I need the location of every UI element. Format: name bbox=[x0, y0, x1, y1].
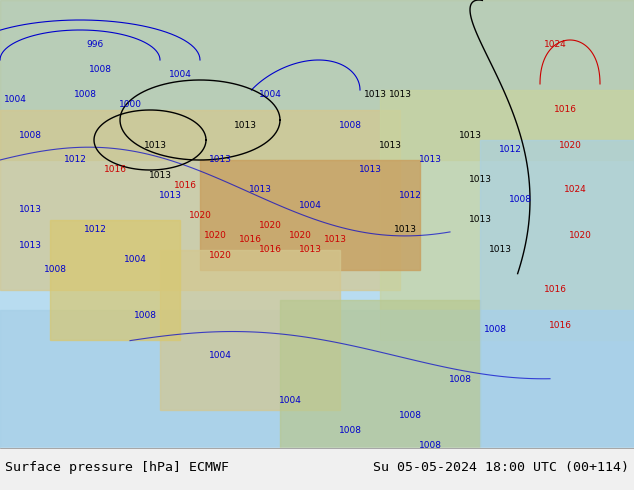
Text: 1008: 1008 bbox=[339, 121, 361, 129]
Text: 1013: 1013 bbox=[363, 91, 387, 99]
Text: 1016: 1016 bbox=[543, 286, 567, 294]
Text: 1016: 1016 bbox=[174, 180, 197, 190]
Bar bbox=[160, 250, 340, 410]
Text: 1000: 1000 bbox=[119, 100, 141, 109]
Text: 1024: 1024 bbox=[543, 41, 566, 49]
Text: 1012: 1012 bbox=[84, 225, 107, 235]
Text: 1020: 1020 bbox=[204, 230, 226, 240]
Text: 1020: 1020 bbox=[259, 220, 281, 229]
Text: 1008: 1008 bbox=[484, 325, 507, 335]
Text: 1008: 1008 bbox=[418, 441, 441, 449]
Text: 1013: 1013 bbox=[394, 225, 417, 235]
Text: 1020: 1020 bbox=[288, 230, 311, 240]
Text: 1016: 1016 bbox=[103, 166, 127, 174]
Text: 1013: 1013 bbox=[233, 121, 257, 129]
Text: 1013: 1013 bbox=[378, 141, 401, 149]
Text: 1013: 1013 bbox=[143, 141, 167, 149]
Bar bbox=[0, 110, 400, 290]
Text: 1020: 1020 bbox=[188, 211, 211, 220]
Text: 1008: 1008 bbox=[448, 375, 472, 385]
Text: 1013: 1013 bbox=[458, 130, 481, 140]
Text: Su 05-05-2024 18:00 UTC (00+114): Su 05-05-2024 18:00 UTC (00+114) bbox=[373, 462, 629, 474]
Bar bbox=[280, 300, 480, 450]
Text: 1013: 1013 bbox=[18, 241, 41, 249]
Bar bbox=[0, 310, 634, 490]
Text: 1020: 1020 bbox=[209, 250, 231, 260]
Text: 1013: 1013 bbox=[209, 155, 231, 165]
Text: 1016: 1016 bbox=[553, 105, 576, 115]
Text: 1012: 1012 bbox=[399, 191, 422, 199]
Text: 1004: 1004 bbox=[124, 255, 146, 265]
Bar bbox=[50, 220, 180, 340]
Bar bbox=[380, 90, 634, 340]
Text: 1013: 1013 bbox=[389, 91, 411, 99]
Text: 1013: 1013 bbox=[469, 216, 491, 224]
Text: 1024: 1024 bbox=[564, 186, 586, 195]
Text: 1013: 1013 bbox=[469, 175, 491, 185]
Text: 1013: 1013 bbox=[418, 155, 441, 165]
Text: 1013: 1013 bbox=[148, 171, 172, 179]
Text: 1004: 1004 bbox=[169, 71, 191, 79]
Text: 1016: 1016 bbox=[259, 245, 281, 254]
Text: 1004: 1004 bbox=[259, 91, 281, 99]
Text: 1008: 1008 bbox=[74, 91, 96, 99]
Text: 1013: 1013 bbox=[299, 245, 321, 254]
Text: 1012: 1012 bbox=[498, 146, 521, 154]
Text: 996: 996 bbox=[86, 41, 103, 49]
Text: 1004: 1004 bbox=[278, 395, 301, 405]
Text: 1013: 1013 bbox=[489, 245, 512, 254]
Text: 1016: 1016 bbox=[238, 236, 261, 245]
Text: 1008: 1008 bbox=[89, 66, 112, 74]
Text: 1008: 1008 bbox=[508, 196, 531, 204]
Text: 1004: 1004 bbox=[299, 200, 321, 210]
Text: 1013: 1013 bbox=[158, 191, 181, 199]
Bar bbox=[480, 140, 634, 490]
Text: 1008: 1008 bbox=[399, 411, 422, 419]
Bar bbox=[0, 448, 634, 490]
Text: 1004: 1004 bbox=[4, 96, 27, 104]
Text: 1013: 1013 bbox=[323, 236, 347, 245]
Text: 1008: 1008 bbox=[44, 266, 67, 274]
Text: 1013: 1013 bbox=[18, 205, 41, 215]
Text: 1008: 1008 bbox=[18, 130, 41, 140]
Text: 1013: 1013 bbox=[249, 186, 271, 195]
Text: 1020: 1020 bbox=[559, 141, 581, 149]
Text: 1016: 1016 bbox=[548, 320, 571, 329]
Text: 1004: 1004 bbox=[209, 350, 231, 360]
Text: 1020: 1020 bbox=[569, 230, 592, 240]
Bar bbox=[0, 0, 634, 160]
Bar bbox=[200, 160, 420, 270]
Text: Surface pressure [hPa] ECMWF: Surface pressure [hPa] ECMWF bbox=[5, 462, 229, 474]
Text: 1008: 1008 bbox=[339, 425, 361, 435]
Text: 1008: 1008 bbox=[134, 311, 157, 319]
Text: 1013: 1013 bbox=[358, 166, 382, 174]
Text: 1012: 1012 bbox=[63, 155, 86, 165]
